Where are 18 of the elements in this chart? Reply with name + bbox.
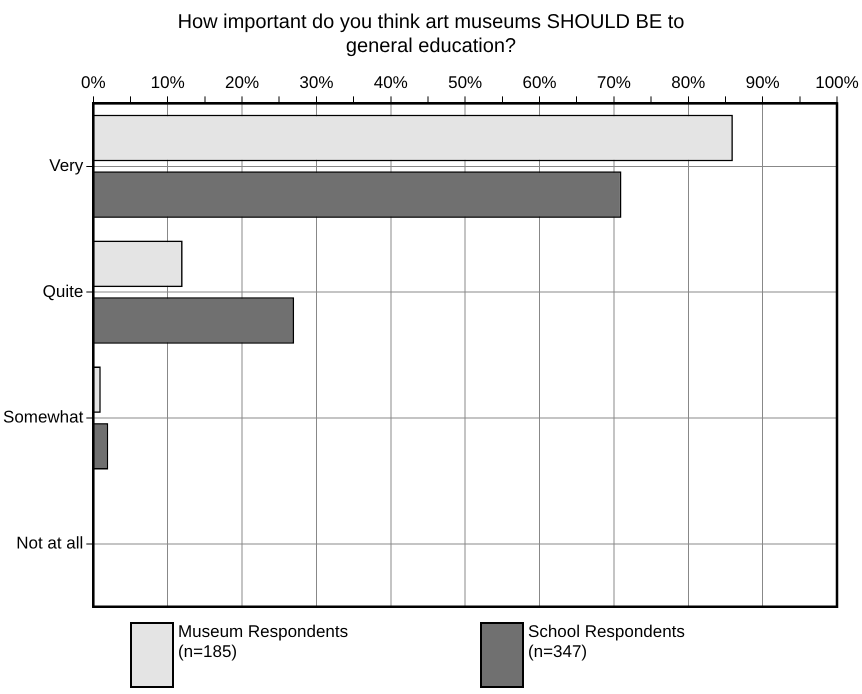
x-tick-label: 100%: [815, 72, 859, 92]
y-tick-label: Somewhat: [2, 408, 84, 427]
x-tick-label: 10%: [150, 72, 185, 92]
x-tick-label: 80%: [671, 72, 706, 92]
chart-title: How important do you think art museums SHOULD BE to general education?: [176, 10, 686, 58]
x-tick-label: 50%: [448, 72, 482, 92]
y-tick-label: Not at all: [16, 534, 84, 553]
x-tick-label: 70%: [596, 72, 631, 92]
text: School Respondents (n=347): [528, 622, 686, 662]
x-tick-label: 20%: [225, 72, 260, 92]
x-tick-label: 40%: [374, 72, 408, 92]
x-tick-label: 60%: [522, 72, 557, 92]
x-tick-label: 30%: [299, 72, 334, 92]
y-tick-label: Quite: [42, 282, 84, 301]
x-tick-label: 0%: [81, 72, 106, 92]
x-tick-label: 90%: [746, 72, 780, 92]
text: Museum Respondents (n=185): [178, 622, 350, 662]
y-tick-label: Very: [49, 156, 84, 176]
